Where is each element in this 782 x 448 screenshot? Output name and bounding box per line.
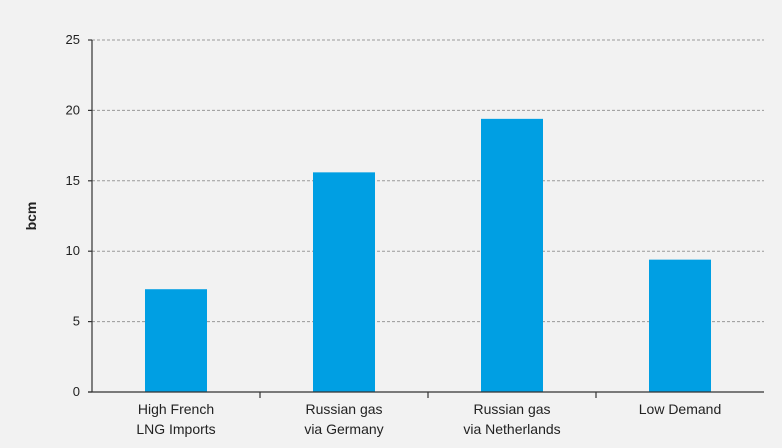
x-tick-label-line: via Netherlands	[463, 421, 560, 437]
axes	[88, 40, 764, 393]
y-tick-label: 20	[66, 102, 80, 117]
bar	[313, 172, 375, 392]
y-tick-label: 15	[66, 173, 80, 188]
bar	[145, 289, 207, 392]
bar	[481, 118, 543, 393]
bars	[145, 118, 711, 393]
x-tick-label: Russian gas via Netherlands	[463, 401, 560, 437]
y-tick-label: 0	[73, 384, 80, 399]
y-tick-label: 5	[73, 314, 80, 329]
x-tick-label: Russian gas via Germany	[304, 401, 383, 437]
y-axis-title: bcm	[23, 202, 39, 231]
x-tick-label: High French LNG Imports	[136, 401, 215, 437]
x-tick-label: Low Demand	[639, 401, 722, 417]
y-tick-labels: 0 5 10 15 20 25	[66, 32, 92, 399]
bar	[649, 259, 711, 392]
x-tick-label-line: High French	[138, 401, 214, 417]
x-tick-label-line: via Germany	[304, 421, 383, 437]
y-tick-label: 10	[66, 243, 80, 258]
x-tick-label-line: Russian gas	[473, 401, 550, 417]
y-tick-label: 25	[66, 32, 80, 47]
x-tick-label-line: Russian gas	[305, 401, 382, 417]
x-tick-label-line: LNG Imports	[136, 421, 215, 437]
x-tick-labels: High French LNG Imports Russian gas via Ger…	[136, 392, 721, 437]
x-tick-label-line: Low Demand	[639, 401, 722, 417]
